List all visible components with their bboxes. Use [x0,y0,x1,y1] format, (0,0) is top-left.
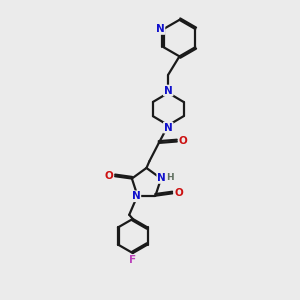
Text: N: N [156,24,164,34]
Text: O: O [105,171,113,181]
Text: N: N [132,191,140,201]
Text: N: N [164,85,172,95]
Text: H: H [166,173,174,182]
Text: N: N [164,123,172,133]
Text: N: N [157,173,166,183]
Text: O: O [178,136,188,146]
Text: O: O [174,188,183,198]
Text: F: F [129,255,136,266]
